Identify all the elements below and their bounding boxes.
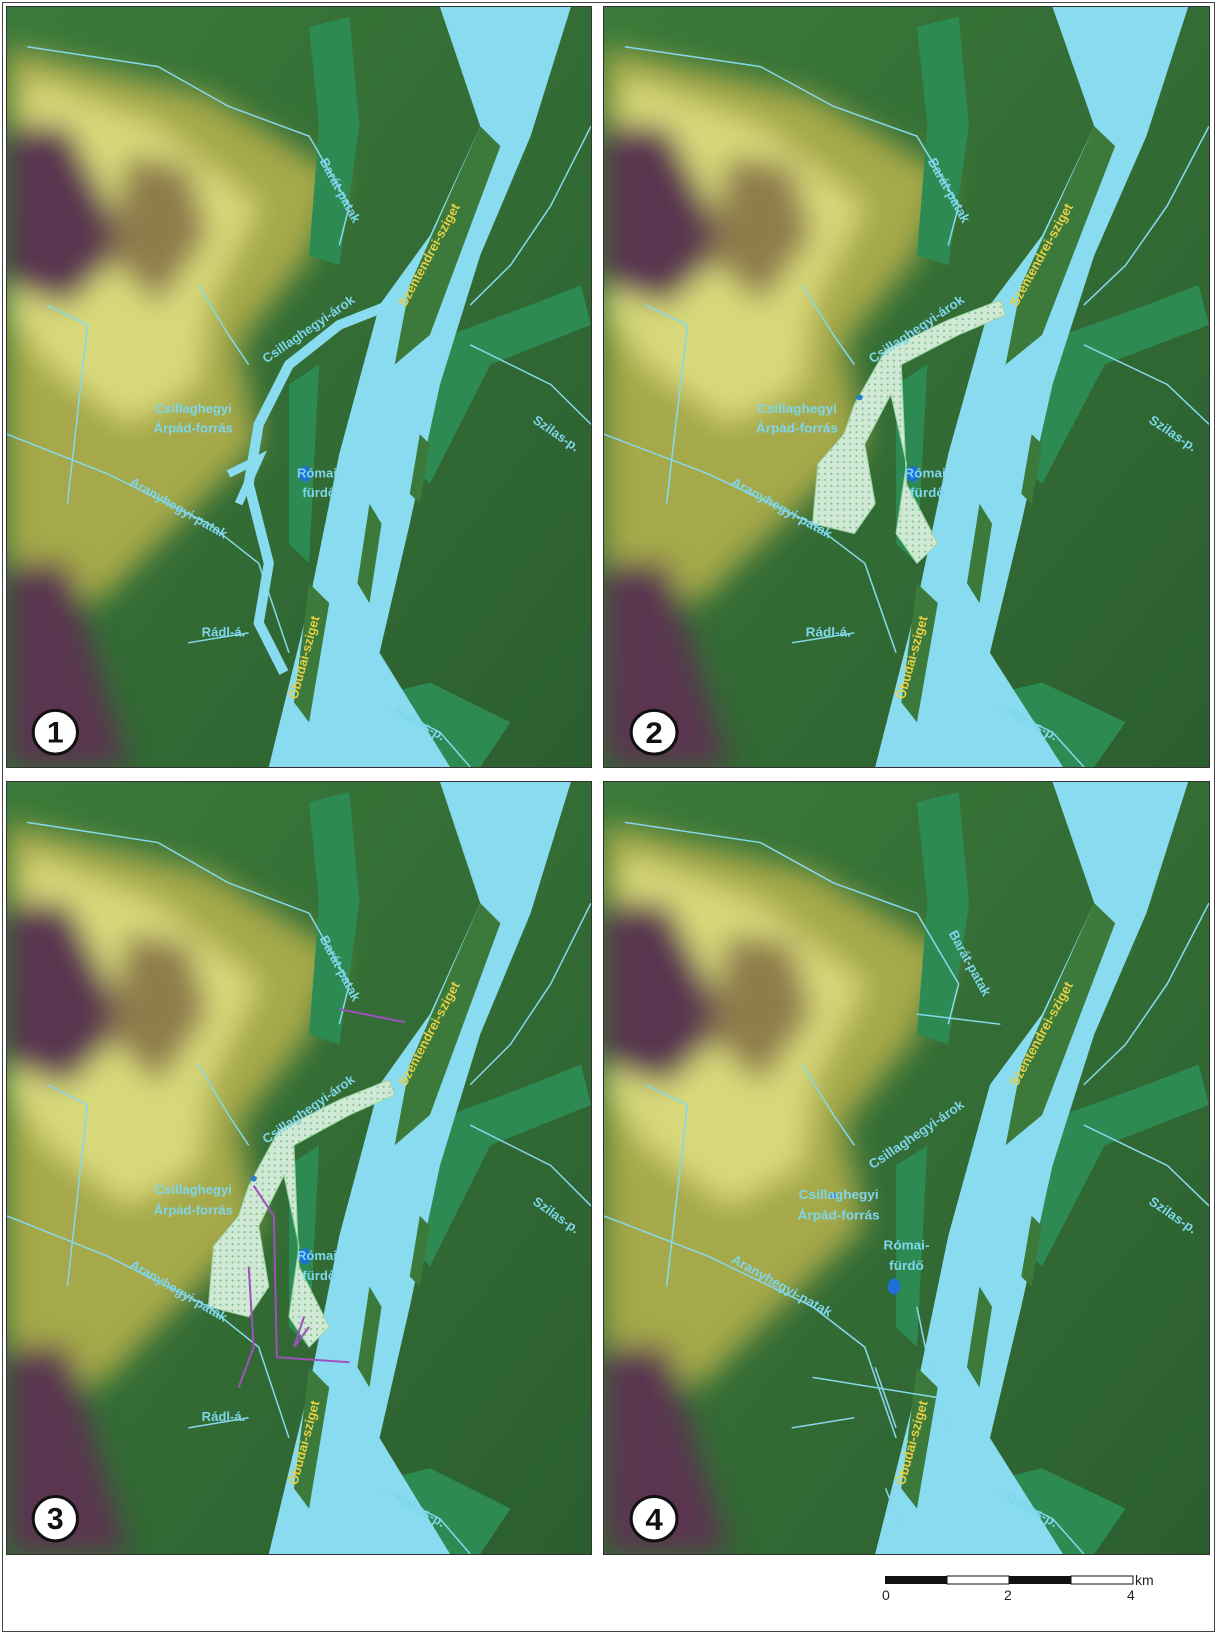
scale-bar: 0 2 4 km: [882, 1572, 1154, 1603]
place-label: Római-: [297, 1248, 341, 1263]
place-label: Római-: [297, 465, 341, 480]
place-label: Római-: [884, 1238, 930, 1253]
channel-line: [237, 1008, 405, 1388]
scale-segment: [946, 1575, 1010, 1585]
place-label: fürdő: [910, 486, 945, 501]
bath: [299, 465, 312, 482]
paleo-channel: [207, 1079, 396, 1348]
map-panel: Barát-patakSzentendrei-szigetCsillaghegy…: [603, 781, 1210, 1555]
place-label: fürdő: [302, 1268, 335, 1283]
channel: [243, 300, 392, 675]
paleo-channel: [812, 299, 1007, 565]
place-label: Csillaghegyi: [155, 1182, 232, 1197]
map-panel: Barát-patakSzentendrei-szigetCsillaghegy…: [603, 6, 1210, 768]
bath: [299, 1248, 312, 1265]
panel-number: 2: [645, 717, 662, 750]
spring: [856, 394, 863, 401]
place-label: Római-: [904, 466, 950, 481]
panel-number: 4: [645, 1502, 662, 1536]
place-label: fürdő: [302, 485, 335, 500]
scale-segment: [1070, 1575, 1134, 1585]
panel-badge: [31, 1494, 79, 1543]
place-label: Árpád-forrás: [756, 421, 838, 436]
scale-label: 4: [1127, 1587, 1135, 1603]
spring: [250, 1175, 257, 1182]
scale-label: 2: [1004, 1587, 1012, 1603]
place-label: Árpád-forrás: [154, 421, 233, 436]
place-label: Árpád-forrás: [798, 1208, 880, 1223]
bath: [906, 465, 920, 482]
place-label: Csillaghegyi: [757, 401, 837, 416]
map-panel: Barát-patakSzentendrei-szigetCsillaghegy…: [6, 6, 592, 768]
panel-badge: [629, 1494, 679, 1543]
place-label: Csillaghegyi: [799, 1187, 879, 1202]
place-label: Rádl-á.: [806, 625, 851, 640]
place-label: Csillaghegyi: [155, 401, 232, 416]
panel-badge: [31, 708, 79, 756]
panel-number: 1: [47, 717, 64, 750]
bath: [887, 1278, 901, 1295]
scale-segment: [1009, 1576, 1071, 1584]
channel: [226, 450, 267, 506]
spring: [830, 1192, 837, 1199]
scale-unit: km: [1135, 1572, 1154, 1588]
scale-segment: [885, 1576, 947, 1584]
scale-label: 0: [882, 1587, 890, 1603]
map-panel: Barát-patakSzentendrei-szigetCsillaghegy…: [6, 781, 592, 1555]
place-label: Rádl-á.: [202, 624, 246, 639]
panel-badge: [629, 708, 679, 756]
place-label: Rádl-á.: [202, 1409, 246, 1424]
stream-line: [812, 1013, 1001, 1530]
place-label: fürdő: [889, 1258, 924, 1273]
place-label: Árpád-forrás: [154, 1202, 233, 1217]
panel-number: 3: [47, 1503, 64, 1536]
